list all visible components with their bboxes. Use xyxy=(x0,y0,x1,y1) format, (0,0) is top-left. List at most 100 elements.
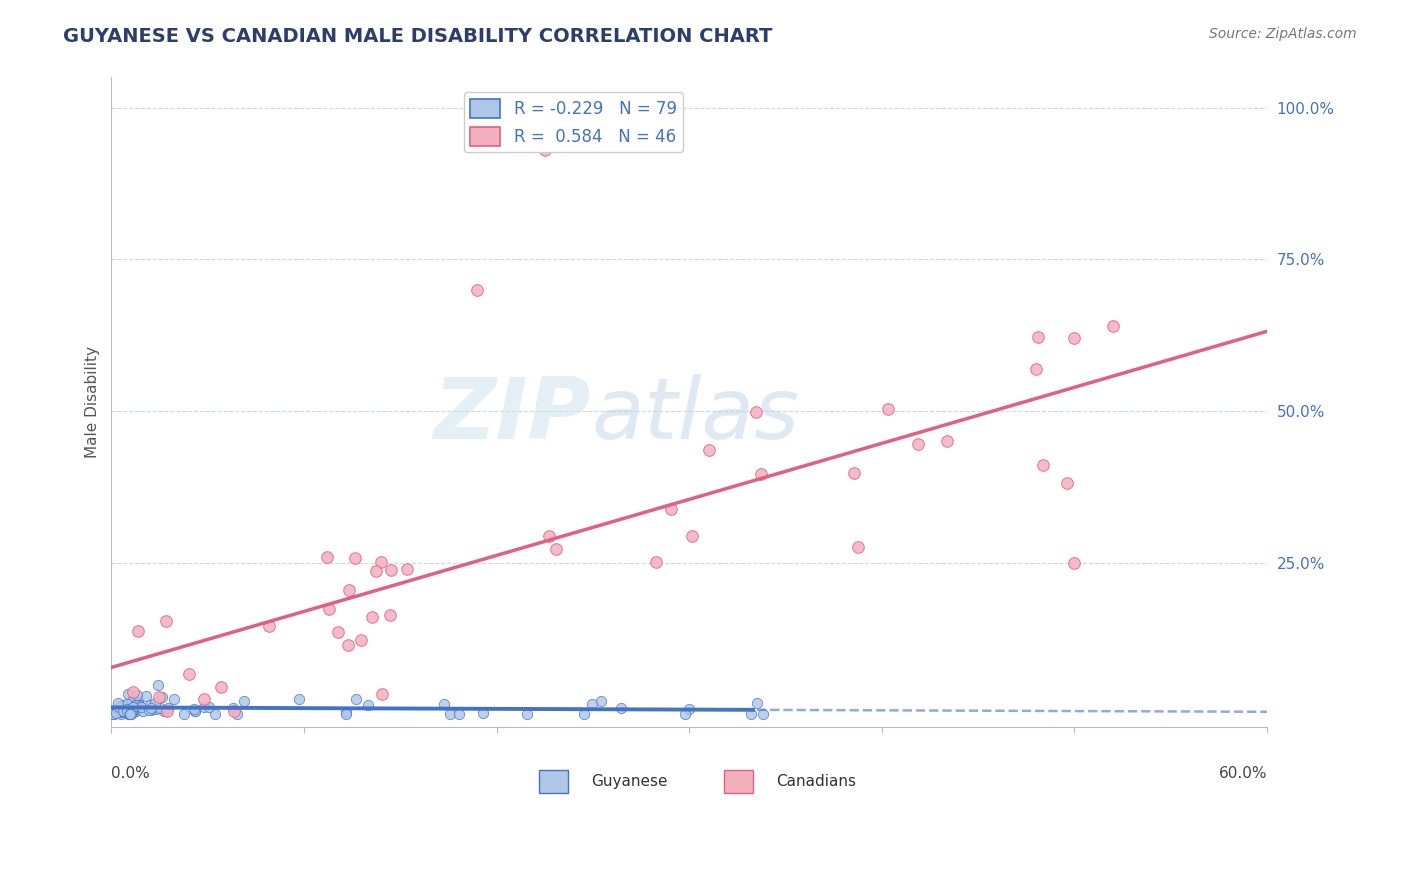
Text: Source: ZipAtlas.com: Source: ZipAtlas.com xyxy=(1209,27,1357,41)
Legend: R = -0.229   N = 79, R =  0.584   N = 46: R = -0.229 N = 79, R = 0.584 N = 46 xyxy=(464,92,683,153)
Point xyxy=(139,701,162,715)
Point xyxy=(139,698,162,712)
Point xyxy=(1026,330,1049,344)
Point xyxy=(127,695,149,709)
Point xyxy=(120,702,142,716)
Point xyxy=(467,283,489,297)
Point xyxy=(589,693,612,707)
Point xyxy=(120,706,142,721)
Point xyxy=(681,529,703,543)
Point xyxy=(122,706,145,720)
Point xyxy=(121,694,143,708)
Point xyxy=(139,703,162,717)
Point xyxy=(129,700,152,714)
Text: atlas: atlas xyxy=(591,374,799,457)
Point xyxy=(107,696,129,710)
Point xyxy=(1025,361,1047,376)
Point xyxy=(155,614,177,628)
Point xyxy=(121,705,143,719)
Point xyxy=(678,702,700,716)
Point xyxy=(344,691,367,706)
Point xyxy=(120,706,142,721)
Point xyxy=(844,466,866,480)
Point xyxy=(115,697,138,711)
Point xyxy=(153,704,176,718)
Point xyxy=(138,703,160,717)
Point xyxy=(433,698,456,712)
Point xyxy=(572,706,595,721)
Point xyxy=(224,705,246,719)
Point xyxy=(204,706,226,721)
Point xyxy=(103,706,125,721)
Point xyxy=(122,685,145,699)
Point xyxy=(173,706,195,721)
Point xyxy=(357,698,380,713)
Point xyxy=(936,434,959,449)
Point xyxy=(370,688,392,702)
Point xyxy=(472,706,495,720)
Point xyxy=(183,701,205,715)
Point xyxy=(110,706,132,721)
Point xyxy=(745,404,768,418)
Point xyxy=(516,706,538,721)
Point xyxy=(103,706,125,721)
Point xyxy=(117,687,139,701)
Point xyxy=(156,701,179,715)
Point xyxy=(361,610,384,624)
Point xyxy=(546,542,568,557)
Point xyxy=(610,701,633,715)
Point xyxy=(145,702,167,716)
Point xyxy=(846,540,869,554)
FancyBboxPatch shape xyxy=(724,770,752,793)
Point xyxy=(128,698,150,712)
Point xyxy=(288,692,311,706)
Point xyxy=(150,690,173,704)
Point xyxy=(877,401,900,416)
Point xyxy=(125,689,148,703)
Point xyxy=(1063,331,1085,345)
Point xyxy=(124,691,146,706)
Point xyxy=(193,700,215,714)
Point xyxy=(111,698,134,713)
Point xyxy=(127,698,149,712)
Point xyxy=(344,550,367,565)
Point xyxy=(1032,458,1054,473)
Point xyxy=(127,624,149,639)
Point xyxy=(380,563,402,577)
Point xyxy=(337,582,360,597)
Point xyxy=(110,705,132,719)
Point xyxy=(747,696,769,710)
Point xyxy=(103,704,125,718)
Text: Canadians: Canadians xyxy=(776,774,856,789)
Point xyxy=(108,705,131,719)
Point xyxy=(315,549,337,564)
Point xyxy=(226,706,249,721)
Point xyxy=(112,698,135,713)
Point xyxy=(118,706,141,721)
Point xyxy=(156,705,179,719)
Point xyxy=(907,436,929,450)
Point xyxy=(673,706,696,721)
Point xyxy=(370,555,392,569)
Point xyxy=(122,699,145,714)
Point xyxy=(124,698,146,712)
Point xyxy=(336,639,359,653)
Point xyxy=(148,700,170,714)
Point xyxy=(184,704,207,718)
Point xyxy=(117,706,139,721)
Point xyxy=(1056,476,1078,491)
Point xyxy=(105,706,128,720)
Point xyxy=(163,691,186,706)
Point xyxy=(1101,319,1123,334)
Point xyxy=(537,529,560,543)
Point xyxy=(1063,556,1085,570)
Text: 0.0%: 0.0% xyxy=(111,765,150,780)
FancyBboxPatch shape xyxy=(538,770,568,793)
Point xyxy=(447,706,470,721)
Point xyxy=(533,143,555,157)
Point xyxy=(257,619,280,633)
Text: GUYANESE VS CANADIAN MALE DISABILITY CORRELATION CHART: GUYANESE VS CANADIAN MALE DISABILITY COR… xyxy=(63,27,773,45)
Point xyxy=(111,704,134,718)
Point xyxy=(148,678,170,692)
Point xyxy=(396,562,419,576)
